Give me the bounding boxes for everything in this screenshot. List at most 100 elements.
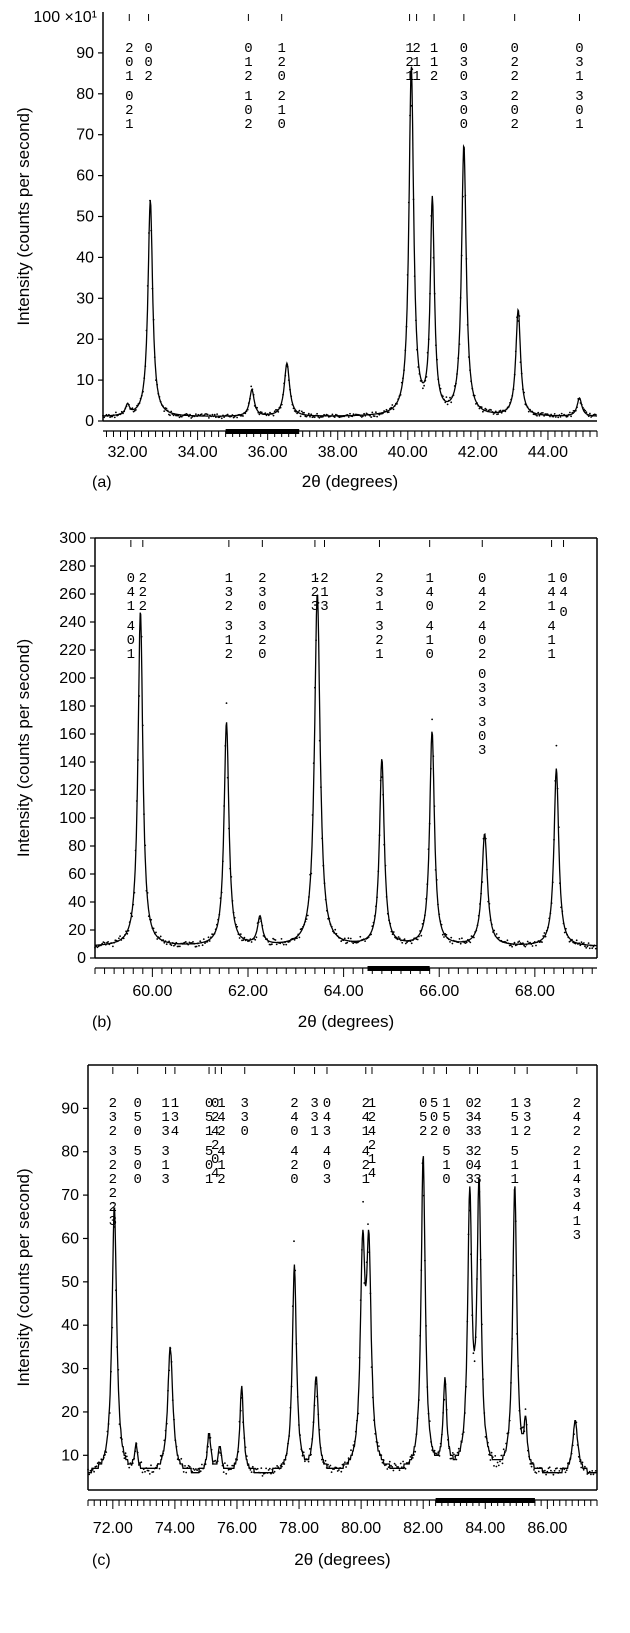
observed-point [206,940,209,943]
observed-point [398,395,401,398]
observed-point [209,1436,212,1439]
observed-point [518,940,521,943]
observed-point [290,395,293,398]
y-tick-label: 50 [61,1274,79,1291]
observed-point [403,1466,406,1469]
observed-point [489,919,492,921]
observed-point [425,898,427,900]
hkl-index-label: 2 [573,1124,581,1140]
observed-point [586,414,589,416]
hkl-index-label: 1 [511,1172,519,1188]
observed-point [434,869,437,871]
observed-point [146,892,149,894]
observed-point [387,1466,390,1469]
observed-point [334,928,337,931]
observed-point [456,1451,459,1454]
hkl-index-label: 2 [478,599,486,615]
observed-point [438,913,441,916]
observed-point [199,1470,202,1473]
observed-point [458,343,461,345]
observed-point [169,414,171,417]
observed-point [446,937,449,940]
observed-point [514,350,517,353]
observed-point [148,232,150,234]
hkl-index-label: 1 [127,647,135,663]
observed-point [524,1408,527,1410]
observed-point [483,409,485,412]
observed-point [371,1396,374,1399]
observed-point [373,915,376,917]
observed-point [233,1462,236,1465]
observed-point [256,1467,259,1470]
observed-point [460,1440,463,1443]
observed-point [451,395,454,398]
hkl-index-label: 0 [460,69,468,85]
observed-point [586,945,589,948]
observed-point [592,945,595,948]
hkl-index-label: 1 [311,571,319,587]
observed-point [248,940,251,942]
observed-point [390,1464,392,1467]
hkl-index-label: 1 [375,599,383,615]
observed-point [366,937,369,940]
observed-point [386,912,389,915]
observed-point [214,1459,217,1462]
observed-point [428,1420,431,1422]
observed-point [274,939,277,941]
observed-point [352,942,355,945]
observed-point [362,1200,364,1203]
observed-point [370,416,373,418]
observed-point [462,195,464,198]
observed-point [511,395,514,397]
observed-point [426,1386,429,1388]
observed-point [364,414,367,417]
observed-point [218,913,221,916]
observed-point [241,1397,243,1399]
observed-point [579,402,582,404]
hkl-index-label: 0 [442,1124,450,1140]
observed-point [367,936,370,938]
observed-point [486,868,488,871]
hkl-index-label: 2 [109,1186,117,1202]
hkl-index-label: 1 [368,1096,376,1112]
observed-point [447,1438,449,1441]
observed-point [411,68,414,71]
observed-point [226,1464,229,1467]
observed-point [236,416,239,419]
observed-point [381,1461,384,1464]
observed-point [148,1473,151,1475]
observed-point [510,1382,512,1384]
observed-point [329,923,332,926]
observed-point [523,391,525,394]
observed-point [190,1467,192,1470]
y-tick-label: 60 [61,1230,79,1247]
observed-point [112,414,115,417]
observed-point [534,413,537,416]
observed-point [210,936,212,939]
hkl-index-label: 3 [311,599,319,615]
y-tick-label: 240 [59,614,86,631]
hkl-index-label: 0 [460,41,468,57]
observed-point [591,947,594,950]
observed-point [375,905,377,908]
observed-point [108,943,111,946]
observed-point [536,414,538,417]
observed-point [483,836,486,839]
observed-point [479,1258,482,1261]
observed-point [305,918,308,920]
observed-point [224,745,227,747]
hkl-index-label: 3 [323,1124,331,1140]
observed-point [413,275,416,278]
observed-point [571,1444,574,1447]
observed-point [448,1447,450,1450]
y-tick-label: 90 [61,1100,79,1117]
y-tick-label: 80 [76,86,94,103]
observed-point [140,635,143,638]
hkl-index-label: 0 [510,41,518,57]
observed-point [397,936,400,938]
observed-point [310,872,313,875]
observed-point [145,329,148,332]
observed-point [190,942,193,944]
observed-point [476,402,478,404]
observed-point [127,929,130,932]
